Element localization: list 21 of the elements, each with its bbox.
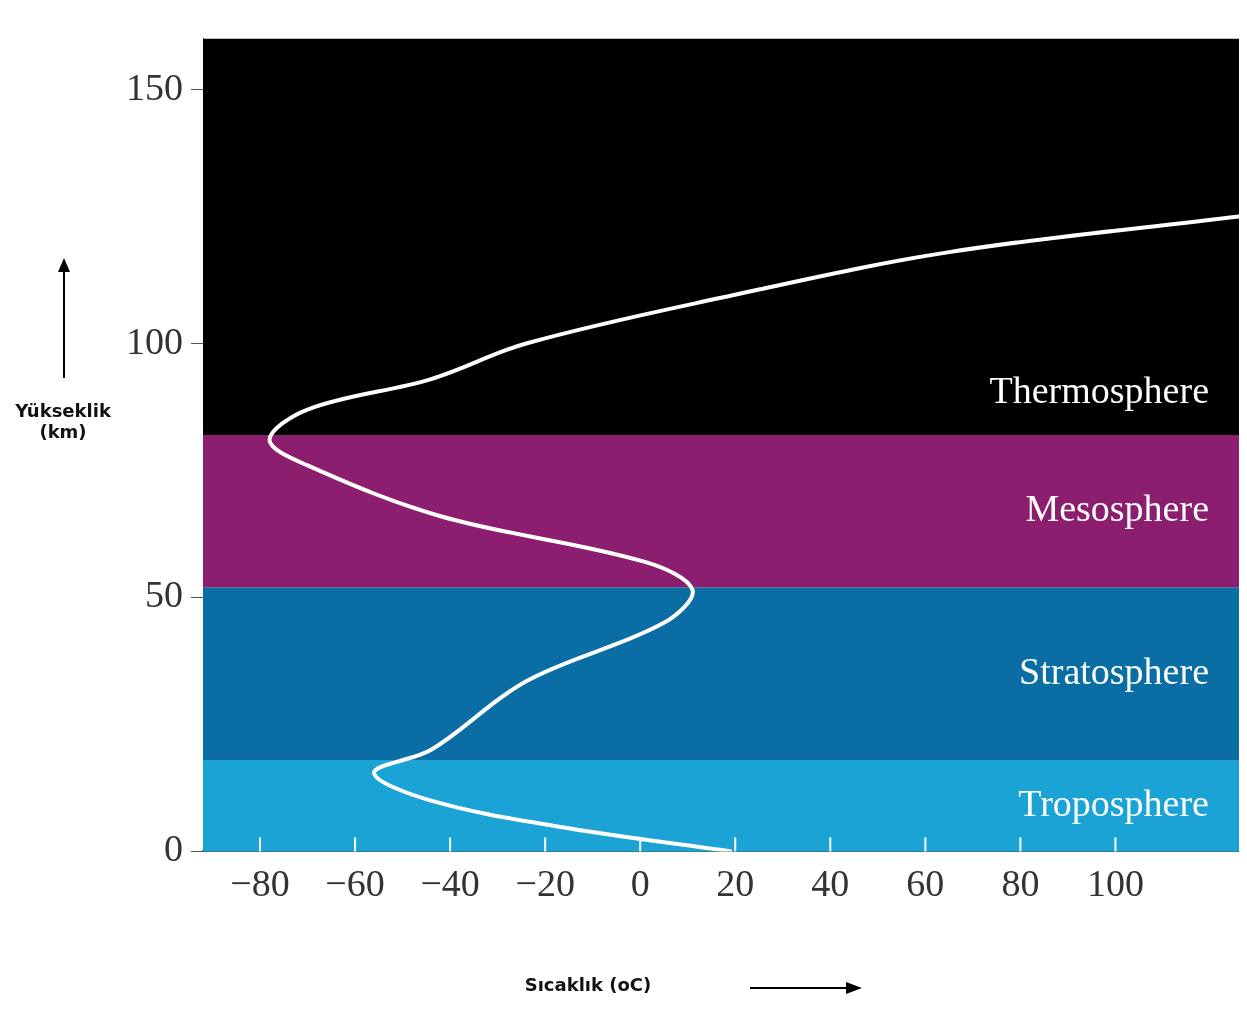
x-axis-title: Sıcaklık (oC) [523, 974, 653, 995]
y-tick-label: 50 [145, 573, 183, 616]
band-label: Thermosphere [989, 368, 1209, 411]
x-tick-label: −40 [420, 862, 480, 905]
y-axis-title: Yükseklik (km) [14, 400, 112, 442]
x-tick-label: 100 [1086, 862, 1144, 905]
x-tick-label: −80 [230, 862, 290, 905]
x-tick-label: −60 [325, 862, 385, 905]
y-tick-label: 0 [164, 827, 183, 870]
y-tick-label: 100 [126, 319, 183, 362]
band-label: Stratosphere [1019, 649, 1209, 692]
y-tick-label: 150 [126, 65, 183, 108]
line-series [267, 214, 1239, 852]
x-tick-label: 40 [811, 862, 850, 905]
band-label: Mesosphere [1025, 487, 1209, 530]
x-tick-label: 20 [716, 862, 755, 905]
x-tick-label: 60 [906, 862, 945, 905]
x-tick-label: 0 [630, 862, 650, 905]
x-tick-label: 80 [1001, 862, 1040, 905]
x-tick-label: −20 [515, 862, 575, 905]
band-label: Troposphere [1018, 781, 1209, 824]
